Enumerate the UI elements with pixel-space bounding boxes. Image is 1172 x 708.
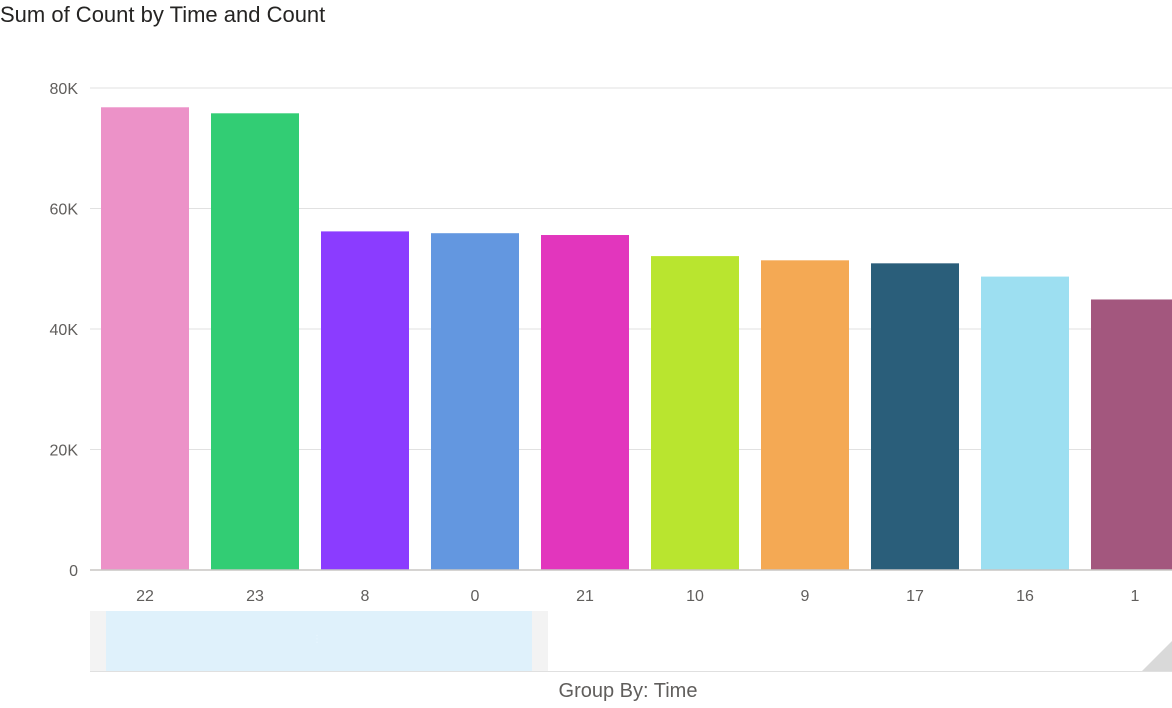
bar-1[interactable] [1091,299,1172,570]
x-axis-title: Group By: Time [558,680,698,702]
horizontal-scrollbar[interactable]: ⋮ [90,611,1172,672]
chart-title: Sum of Count by Time and Count [0,2,326,27]
resize-handle-icon[interactable] [1142,641,1172,671]
bar-17[interactable] [871,263,959,570]
x-axis-ticks: 22 23 8 0 21 10 9 17 16 1 [136,588,1139,605]
grip-icon: ⋮ [312,634,322,645]
bar-9[interactable] [761,260,849,570]
bars [101,107,1172,571]
y-tick-label: 20K [50,443,79,460]
bar-10[interactable] [651,256,739,570]
y-tick-label: 0 [69,563,78,580]
bar-0[interactable] [431,233,519,570]
scrollbar-right-handle[interactable] [532,611,548,671]
y-tick-label: 40K [50,322,79,339]
bar-23[interactable] [211,113,299,571]
x-tick-label: 21 [576,588,594,605]
x-tick-label: 23 [246,588,264,605]
y-tick-label: 80K [50,81,79,98]
x-tick-label: 16 [1016,588,1034,605]
x-tick-label: 1 [1131,588,1140,605]
x-tick-label: 22 [136,588,154,605]
x-tick-label: 9 [801,588,810,605]
scrollbar-thumb[interactable]: ⋮ [90,611,548,671]
x-tick-label: 0 [471,588,480,605]
x-tick-label: 8 [361,588,370,605]
y-axis-ticks: 0 20K 40K 60K 80K [50,81,79,580]
bar-8[interactable] [321,231,409,570]
scrollbar-left-handle[interactable] [90,611,106,671]
y-tick-label: 60K [50,202,79,219]
bar-21[interactable] [541,235,629,570]
bar-16[interactable] [981,276,1069,570]
x-tick-label: 17 [906,588,924,605]
x-tick-label: 10 [686,588,704,605]
bar-22[interactable] [101,107,189,570]
